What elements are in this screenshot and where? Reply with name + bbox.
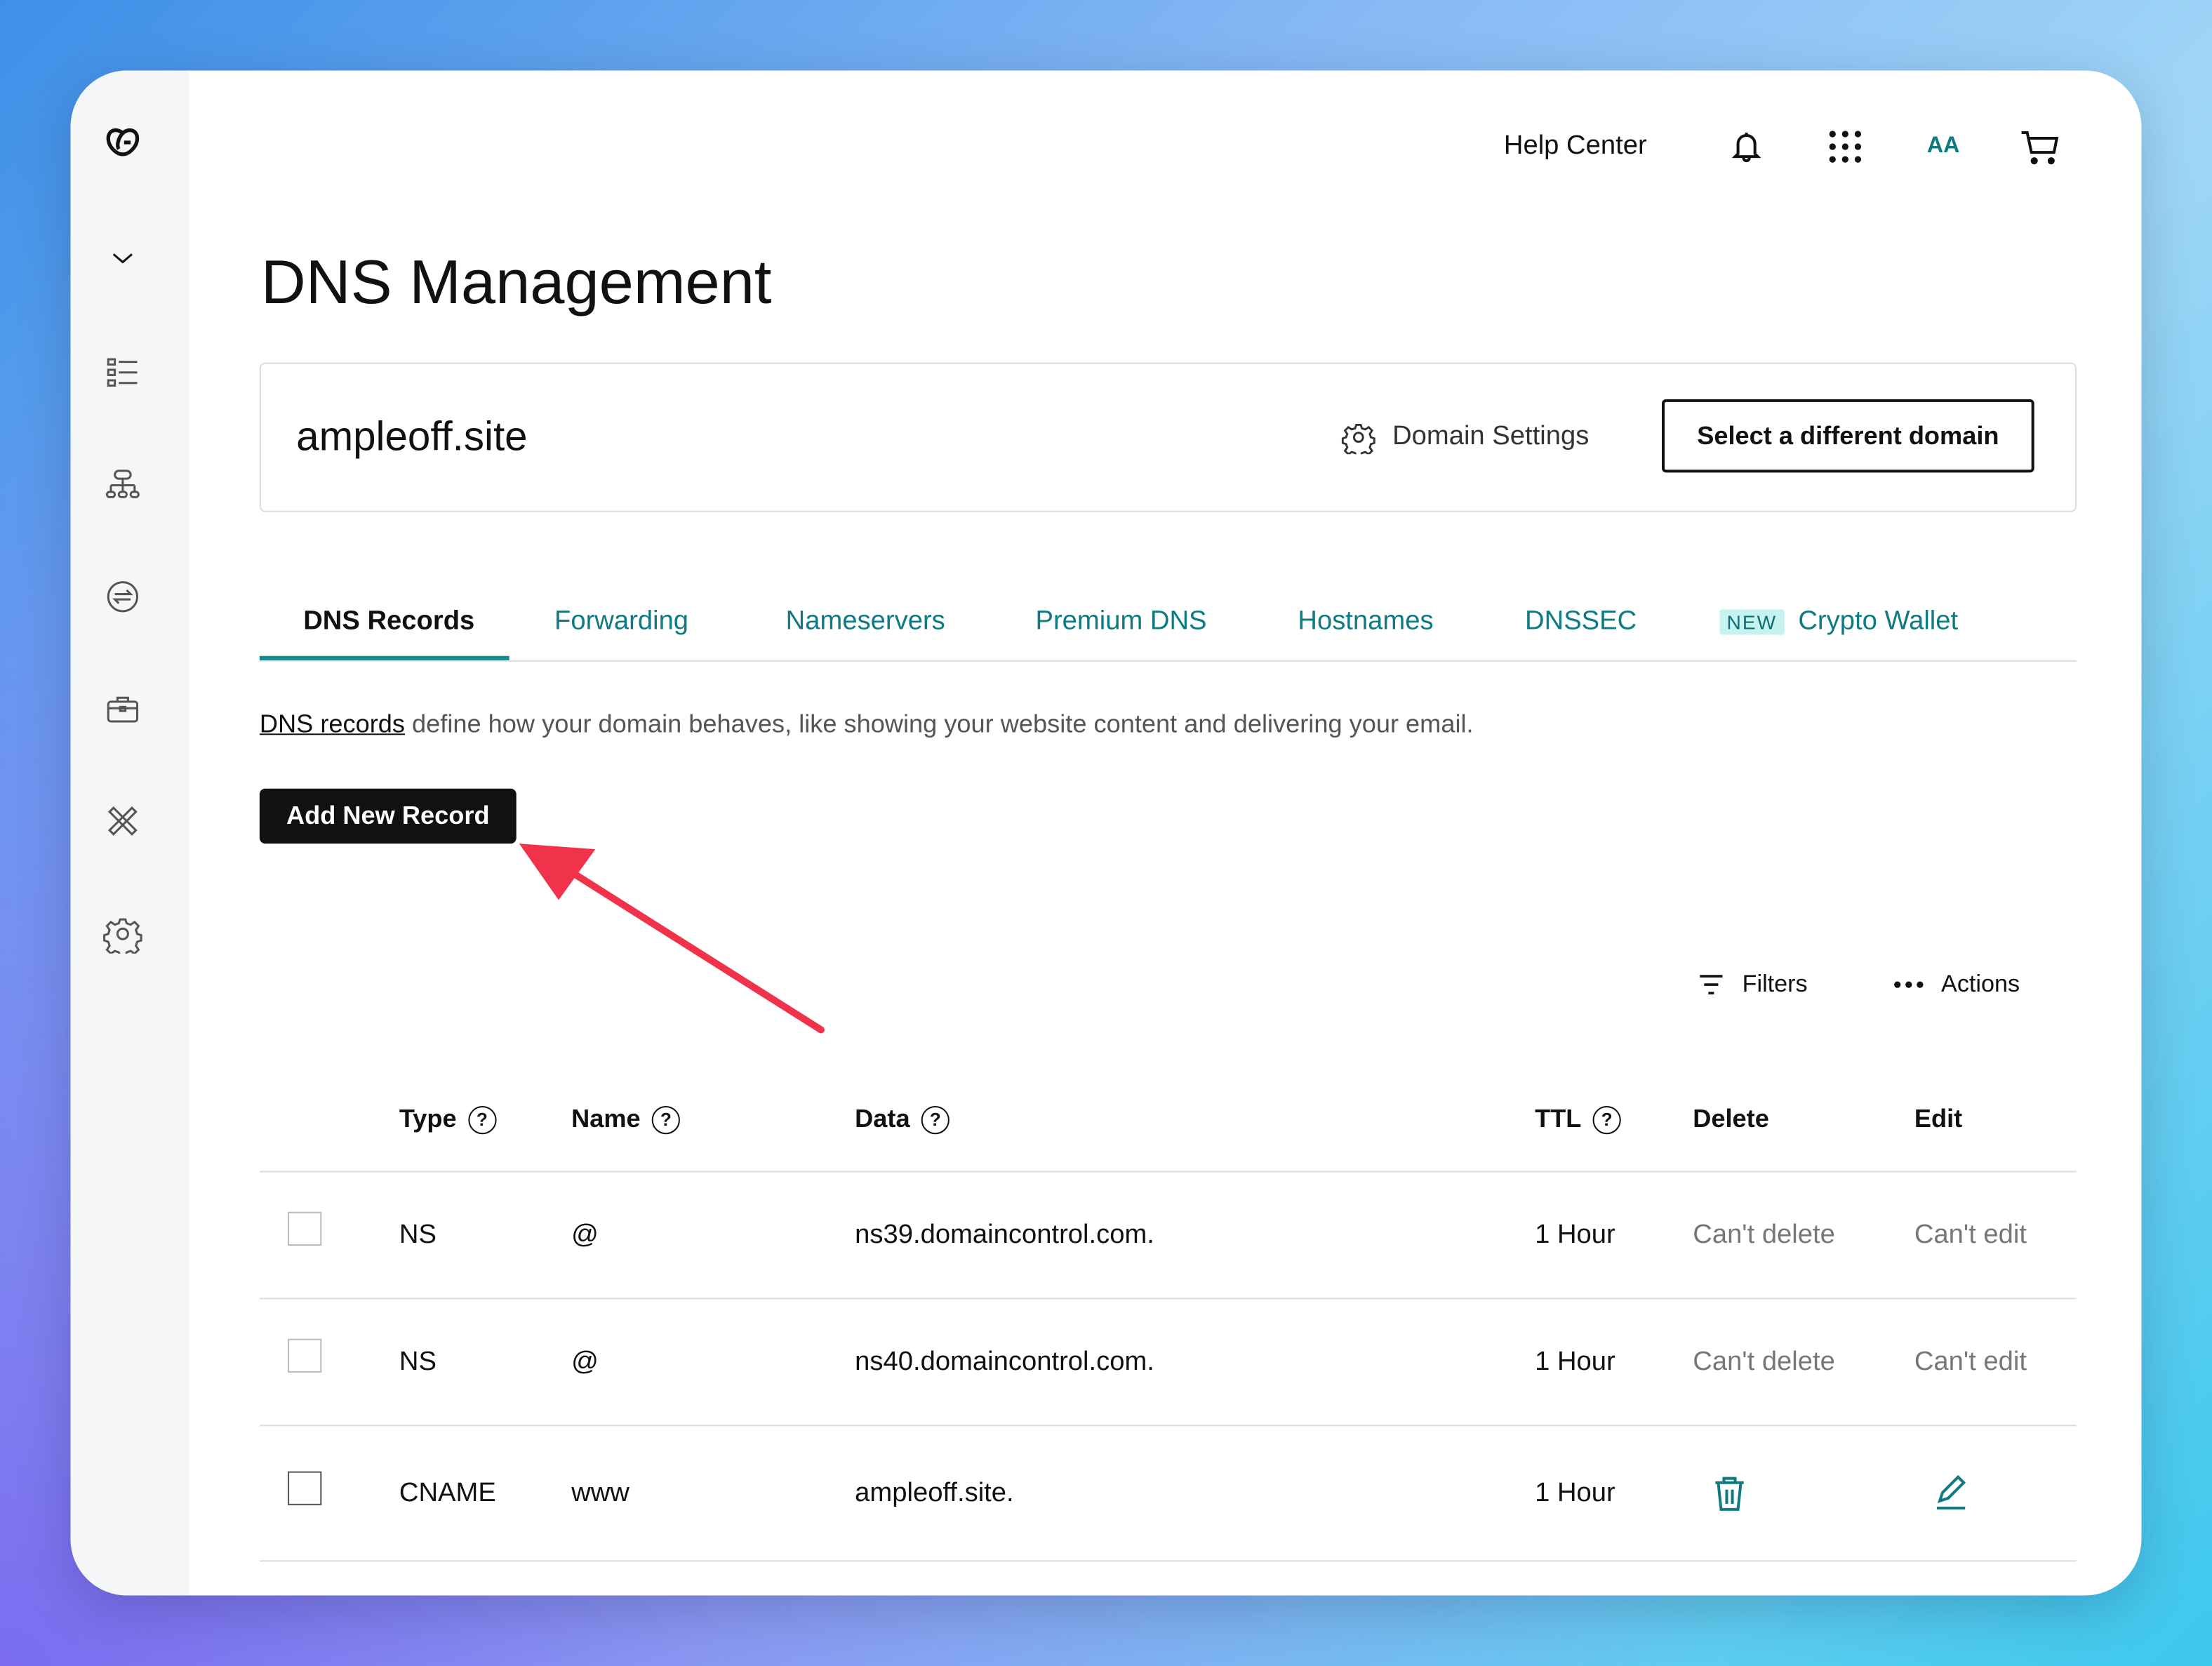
filter-icon [1700,975,1723,994]
select-different-domain-button[interactable]: Select a different domain [1662,399,2034,473]
record-name: www [571,1478,629,1508]
row-checkbox[interactable] [288,1471,322,1505]
cart-icon[interactable] [2020,127,2063,166]
actions-button[interactable]: Actions [1893,971,2020,999]
column-header-delete: Delete [1693,1104,1769,1133]
cant-edit-text: Can't edit [1914,1347,2027,1377]
tab-label: Crypto Wallet [1798,606,1959,637]
gear-icon [1341,424,1375,455]
sidebar [70,70,189,1596]
sitemap-icon[interactable] [102,464,144,506]
record-data: ampleoff.site. [855,1478,1014,1508]
header-label: TTL [1535,1104,1582,1133]
pencil-edit-icon[interactable] [1934,1474,1968,1511]
cant-delete-text: Can't delete [1693,1220,1835,1251]
dns-tabs: DNS Records Forwarding Nameservers Premi… [259,592,2077,662]
divider [259,1425,2077,1427]
help-center-link[interactable]: Help Center [1503,131,1647,161]
divider [259,1560,2077,1562]
cant-edit-text: Can't edit [1914,1220,2027,1251]
record-data: ns39.domaincontrol.com. [855,1220,1154,1251]
table-row: NS @ ns40.domaincontrol.com. 1 Hour Can'… [71,1298,2142,1425]
column-header-ttl[interactable]: TTL? [1535,1105,1621,1134]
help-icon[interactable]: ? [921,1105,950,1134]
apps-grid-icon[interactable] [1827,127,1863,166]
active-tab-indicator [259,655,509,660]
record-data: ns40.domaincontrol.com. [855,1347,1154,1377]
annotation-arrow [519,844,825,1034]
filters-label: Filters [1742,971,1808,998]
settings-gear-icon[interactable] [102,913,144,955]
godaddy-logo-icon[interactable] [102,121,144,164]
table-row: CNAME www ampleoff.site. 1 Hour [71,1425,2142,1552]
page-title: DNS Management [260,248,772,318]
domain-settings-label: Domain Settings [1392,422,1590,452]
record-name: @ [571,1347,599,1377]
domain-name: ampleoff.site [296,414,528,460]
tab-hostnames[interactable]: Hostnames [1298,606,1434,637]
record-ttl: 1 Hour [1535,1478,1615,1508]
briefcase-icon[interactable] [102,688,144,731]
trash-icon[interactable] [1712,1476,1746,1512]
description-text: define how your domain behaves, like sho… [404,709,1474,738]
actions-label: Actions [1941,971,2020,998]
table-row: NS @ ns39.domaincontrol.com. 1 Hour Can'… [71,1171,2142,1298]
new-badge: NEW [1719,609,1785,635]
column-header-type[interactable]: Type? [399,1105,496,1134]
more-horizontal-icon [1894,981,1924,988]
divider [259,1298,2077,1300]
tab-premium-dns[interactable]: Premium DNS [1035,606,1207,637]
help-icon[interactable]: ? [651,1105,680,1134]
tab-dnssec[interactable]: DNSSEC [1525,606,1637,637]
record-type: NS [399,1347,437,1377]
cant-delete-text: Can't delete [1693,1347,1835,1377]
record-ttl: 1 Hour [1535,1220,1615,1251]
domain-panel: ampleoff.site Domain Settings Select a d… [259,362,2077,512]
column-header-name[interactable]: Name? [571,1105,680,1134]
app-window: Help Center AA DNS Management ampleoff.s… [70,70,2142,1596]
chevron-down-icon[interactable] [102,237,144,279]
tab-dns-records[interactable]: DNS Records [303,606,475,637]
transfer-icon[interactable] [102,575,144,618]
tab-nameservers[interactable]: Nameservers [785,606,945,637]
help-icon[interactable]: ? [467,1105,496,1134]
header-label: Name [571,1104,641,1133]
tab-crypto-wallet[interactable]: NEW Crypto Wallet [1719,606,1958,637]
list-icon[interactable] [102,352,144,394]
record-type: CNAME [399,1478,496,1508]
row-checkbox[interactable] [288,1338,322,1373]
add-new-record-button[interactable]: Add New Record [259,788,517,844]
record-ttl: 1 Hour [1535,1347,1615,1377]
domain-settings-button[interactable]: Domain Settings [1341,420,1590,455]
column-header-edit: Edit [1914,1104,1963,1133]
dns-records-link[interactable]: DNS records [259,709,405,738]
record-type: NS [399,1220,437,1251]
help-icon[interactable]: ? [1592,1105,1621,1134]
bell-icon[interactable] [1728,127,1764,166]
tools-icon[interactable] [102,800,144,842]
divider [259,1171,2077,1173]
header-label: Data [855,1104,910,1133]
dns-description: DNS records define how your domain behav… [260,709,1474,739]
row-checkbox[interactable] [288,1211,322,1246]
record-name: @ [571,1220,599,1251]
header-label: Type [399,1104,457,1133]
account-avatar[interactable]: AA [1926,133,1960,159]
filters-button[interactable]: Filters [1697,971,1808,999]
tab-forwarding[interactable]: Forwarding [554,606,689,637]
column-header-data[interactable]: Data? [855,1105,950,1134]
